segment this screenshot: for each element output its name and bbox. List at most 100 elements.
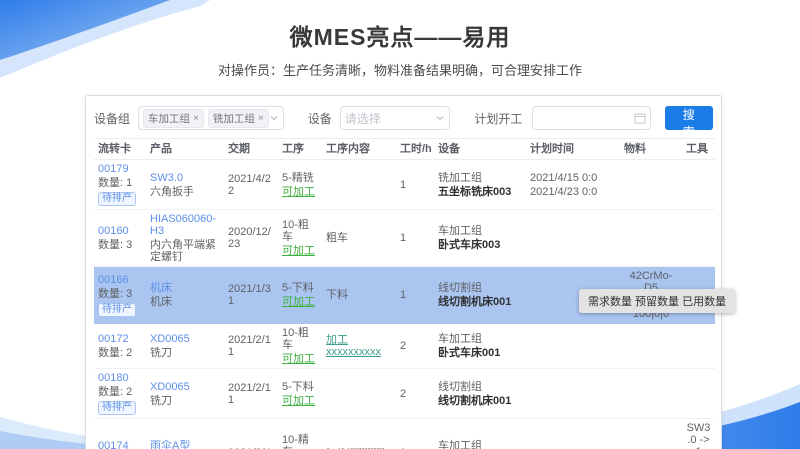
flow-card-link[interactable]: 00179 [98,163,129,175]
cell-product: HIAS060060-H3 内六角平端紧定螺钉 [146,209,224,267]
tag-close-icon[interactable]: × [257,112,264,124]
task-table: 流转卡 产品 交期 工序 工序内容 工时/h 设备 计划时间 物料 工具 001… [94,138,715,449]
product-code-link[interactable]: 机床 [150,282,172,294]
cell-process: 5-下料 可加工 [278,368,322,419]
cell-material [620,209,682,267]
table-row[interactable]: 00179 数量: 1 待排产 SW3.0 六角扳手 2021/4/22 5-精… [94,159,715,210]
flow-card-link[interactable]: 00160 [98,225,129,237]
cell-flow-card: 00166 数量: 3 待排产 [94,266,146,324]
process-step: 5-下料 [282,282,314,294]
planned-start-date-input[interactable] [532,106,651,130]
cell-product: XD0065 铣刀 [146,323,224,369]
device-select[interactable]: 请选择 [339,106,451,130]
product-code-link[interactable]: SW3.0 [150,171,184,184]
filter-tag[interactable]: 铣加工组 × [207,108,269,128]
filter-bar: 设备组 车加工组 × 铣加工组 × 设备 请选择 计划开工 搜索 [94,104,713,139]
process-content-text[interactable]: 粗车 [326,232,348,244]
process-step: 10-精车 [282,434,309,449]
cell-equipment: 铣加工组 五坐标铣床003 [434,159,526,210]
status-badge: 待排产 [98,192,136,206]
col-header-tool: 工具 [682,138,715,160]
process-content-text[interactable]: fsdfdffffffffffff [326,447,384,449]
cell-process-content: 粗车 [322,209,396,267]
cell-hours: 1 [396,266,434,324]
cell-process: 10-粗车 可加工 [278,323,322,369]
flow-card-link[interactable]: 00166 [98,273,129,286]
cell-material [620,323,682,369]
cell-due-date: 2020/12/23 [224,209,278,267]
selected-tags: 车加工组 × 铣加工组 × [143,108,269,128]
workable-status-link[interactable]: 可加工 [282,394,315,407]
product-name: 铣刀 [150,394,172,407]
table-row[interactable]: 00160 数量: 3 HIAS060060-H3 内六角平端紧定螺钉 2020… [94,209,715,267]
cell-tool [682,209,715,267]
workable-status-link[interactable]: 可加工 [282,353,315,365]
cell-hours: 1 [396,159,434,210]
table-row[interactable]: 00180 数量: 2 待排产 XD0065 铣刀 2021/2/11 5-下料… [94,368,715,419]
cell-material [620,159,682,210]
equipment-group-label: 设备组 [94,111,131,126]
cell-flow-card: 00174 数量: 50 [94,418,146,449]
search-button[interactable]: 搜索 [664,106,713,139]
cell-material [620,368,682,419]
product-code-link[interactable]: HIAS060060-H3 [150,213,217,237]
process-step: 5-下料 [282,380,314,393]
cell-equipment: 线切割组 线切割机床001 [434,368,526,419]
product-name: 机床 [150,296,172,308]
workable-status-link[interactable]: 可加工 [282,245,315,257]
cell-flow-card: 00180 数量: 2 待排产 [94,368,146,419]
table-row[interactable]: 00172 数量: 2 XD0065 铣刀 2021/2/11 10-粗车 可加… [94,323,715,369]
process-content-text[interactable]: 下料 [326,289,348,301]
equipment-group: 车加工组 [438,225,482,237]
equipment-name: 线切割机床001 [438,296,512,308]
equipment-name: 卧式车床001 [438,347,501,359]
flow-card-link[interactable]: 00174 [98,440,129,449]
flow-card-link[interactable]: 00180 [98,372,129,384]
table-row[interactable]: 00174 数量: 50 雨伞A型 雨伞 2021/3/4 10-精车 可加工 … [94,418,715,449]
table-row[interactable]: 00166 数量: 3 待排产 机床 机床 2021/1/31 5-下料 可加工… [94,266,715,324]
cell-process: 5-下料 可加工 [278,266,322,324]
product-code-link[interactable]: XD0065 [150,380,190,393]
planned-start-label: 计划开工 [474,111,523,126]
quantity-text: 数量: 3 [98,287,133,300]
cell-tool [682,368,715,419]
task-panel: 设备组 车加工组 × 铣加工组 × 设备 请选择 计划开工 搜索 [85,95,722,449]
cell-tool [682,323,715,369]
cell-equipment: 车加工组 立式车床002 [434,418,526,449]
device-label: 设备 [307,111,332,126]
cell-due-date: 2021/2/11 [224,323,278,369]
flow-card-link[interactable]: 00172 [98,333,129,345]
cell-due-date: 2021/4/22 [224,159,278,210]
cell-product: 雨伞A型 雨伞 [146,418,224,449]
status-badge: 待排产 [98,302,136,317]
equipment-group: 线切割组 [438,380,482,393]
cell-equipment: 车加工组 卧式车床001 [434,323,526,369]
product-code-link[interactable]: 雨伞A型 [150,440,191,449]
cell-process-content: 加工xxxxxxxxxx [322,323,396,369]
cell-process-content: fsdfdffffffffffff [322,418,396,449]
cell-planned-time [526,418,620,449]
cell-hours: 1 [396,209,434,267]
quantity-text: 数量: 1 [98,177,133,189]
col-header-product: 产品 [146,138,224,160]
workable-status-link[interactable]: 可加工 [282,296,315,308]
process-content-text[interactable]: 加工xxxxxxxxxx [326,334,381,358]
cell-planned-time [526,266,620,324]
process-step: 5-精铣 [282,171,314,184]
workable-status-link[interactable]: 可加工 [282,185,315,198]
product-code-link[interactable]: XD0065 [150,333,190,345]
product-name: 内六角平端紧定螺钉 [150,239,216,263]
cell-process-content [322,368,396,419]
quantity-text: 数量: 2 [98,347,133,359]
equipment-group-multiselect[interactable]: 车加工组 × 铣加工组 × [138,106,284,130]
cell-due-date: 2021/1/31 [224,266,278,324]
filter-tag[interactable]: 车加工组 × [143,108,204,128]
cell-tool: SW3.0 -> 1 00|100|0 [682,418,715,449]
equipment-group: 车加工组 [438,333,482,345]
device-select-placeholder: 请选择 [344,111,381,126]
equipment-name: 卧式车床003 [438,239,501,251]
tag-close-icon[interactable]: × [193,112,199,124]
col-header-process-content: 工序内容 [322,138,396,160]
col-header-flow-card: 流转卡 [94,138,146,160]
chevron-down-icon [270,116,278,121]
